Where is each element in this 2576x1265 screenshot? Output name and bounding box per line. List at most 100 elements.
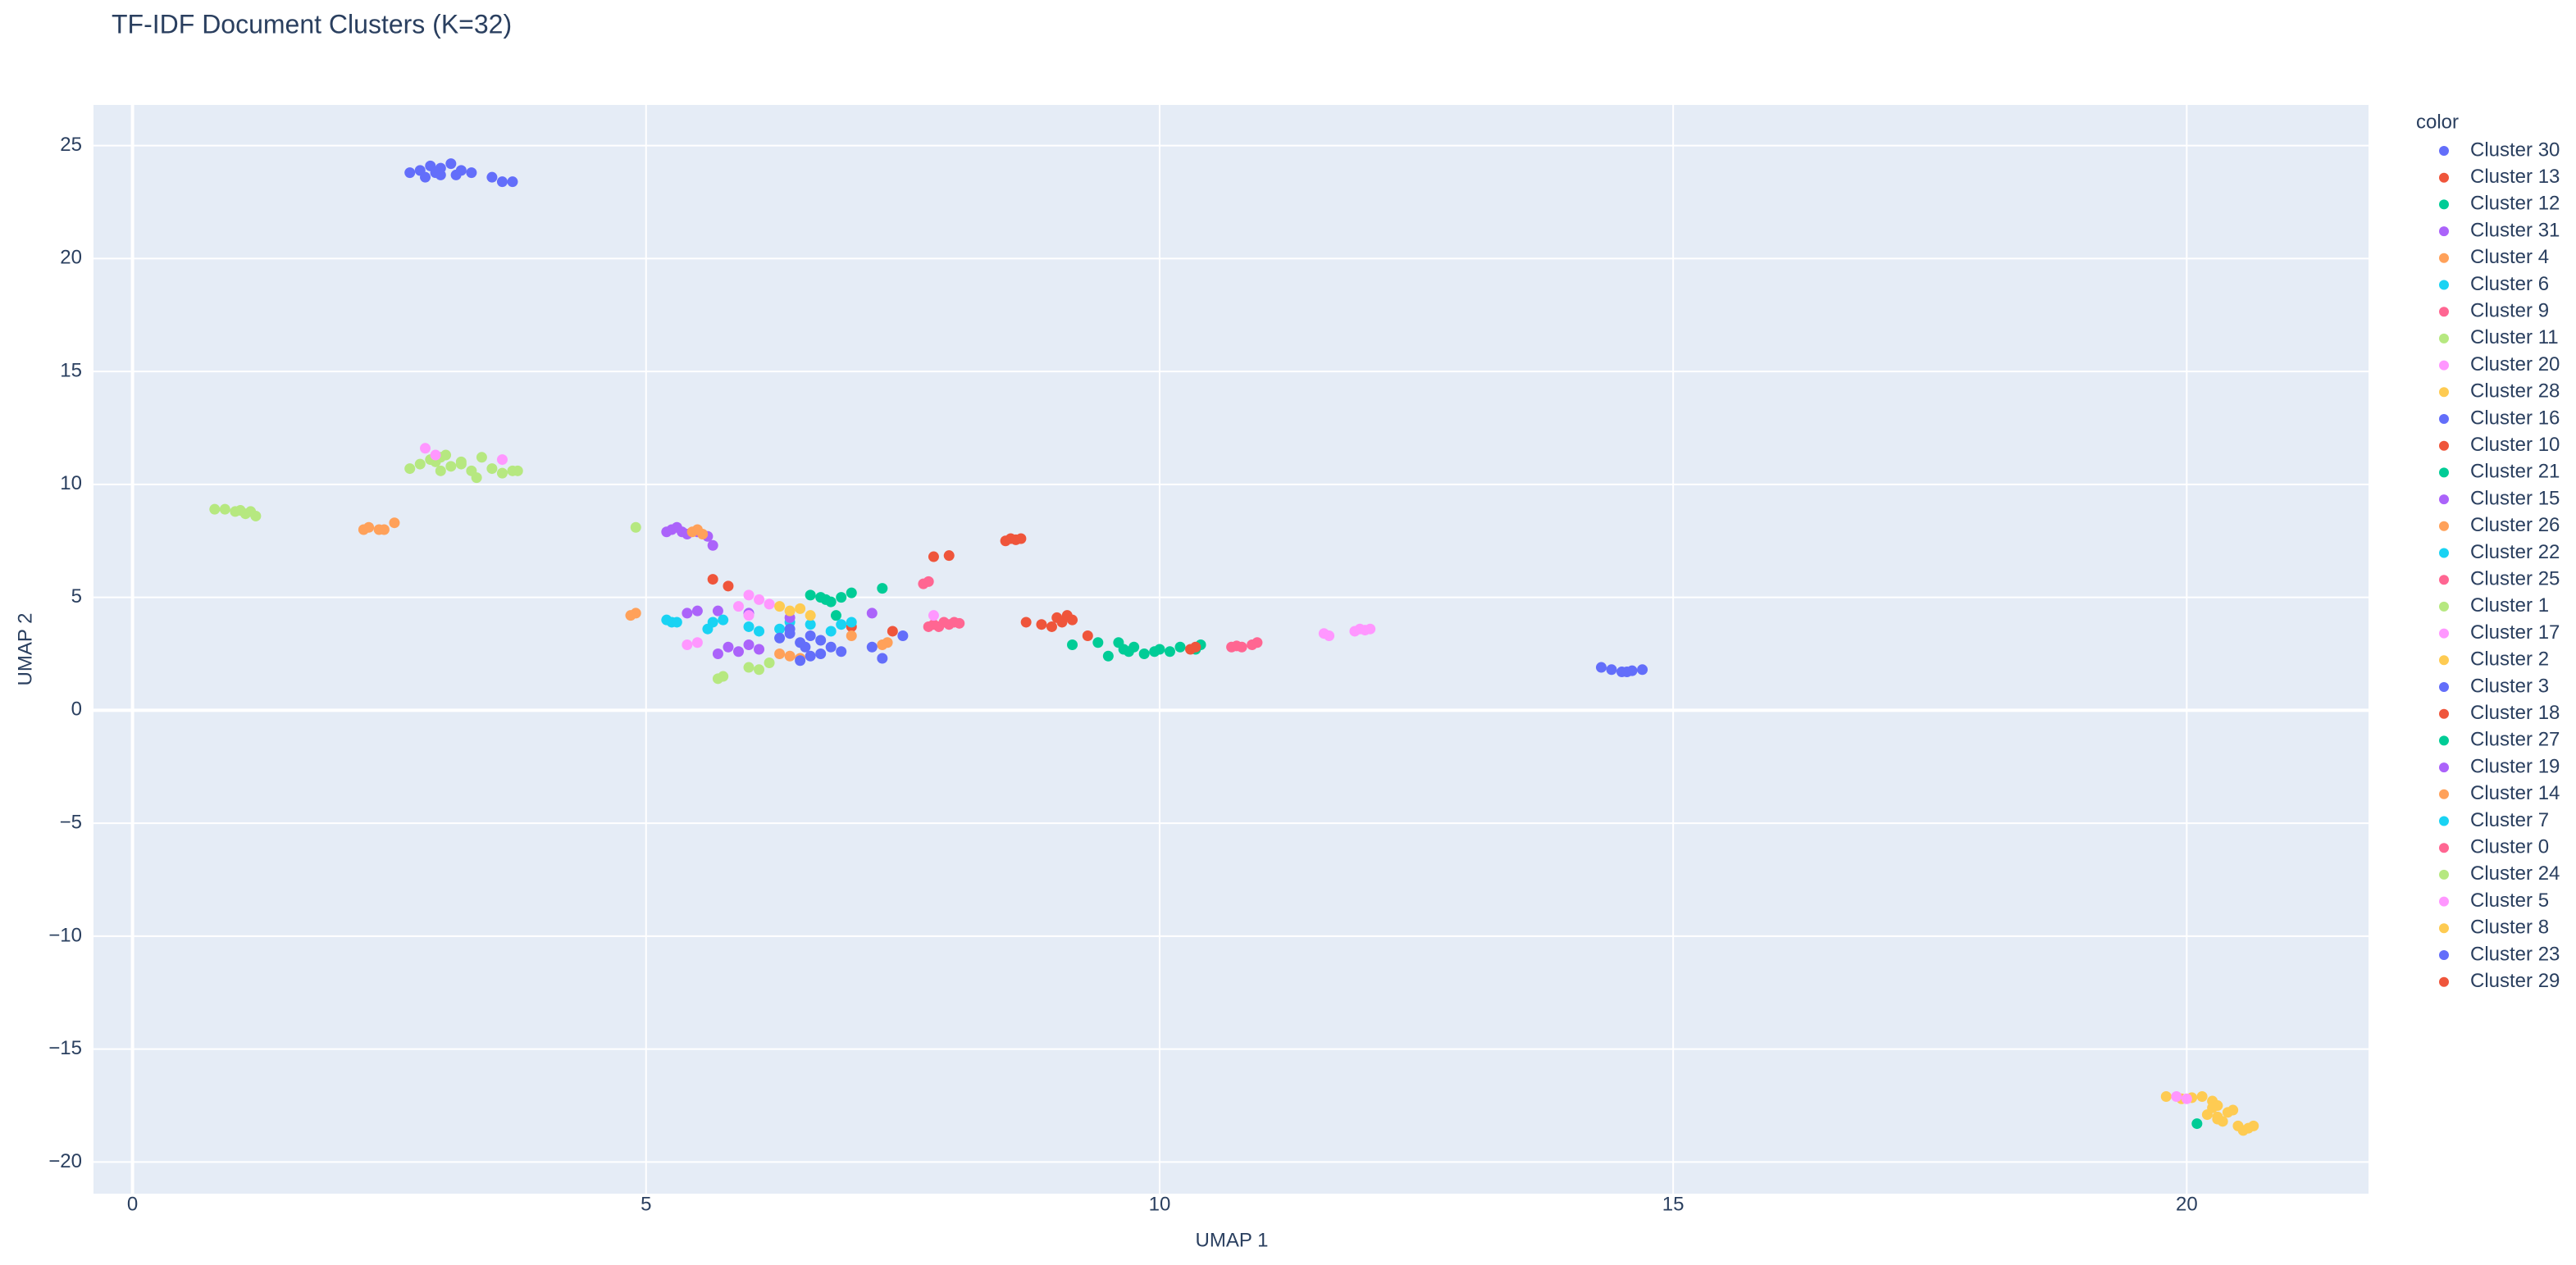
legend-marker	[2439, 199, 2449, 210]
data-point	[723, 580, 734, 592]
data-point	[1324, 630, 1335, 641]
legend-label: Cluster 8	[2470, 917, 2549, 939]
data-point	[866, 607, 878, 619]
data-point	[774, 601, 786, 612]
legend-marker	[2439, 708, 2449, 719]
y-tick-label: −10	[48, 924, 82, 946]
legend-label: Cluster 23	[2470, 943, 2560, 965]
data-point	[671, 617, 682, 628]
data-point	[445, 158, 457, 170]
data-point	[743, 610, 755, 621]
data-point	[707, 574, 718, 585]
data-point	[404, 167, 416, 179]
data-point	[774, 648, 786, 660]
data-point	[825, 641, 837, 653]
data-point	[877, 653, 888, 664]
data-point	[1020, 617, 1032, 628]
data-point	[1365, 623, 1376, 635]
data-point	[923, 621, 934, 632]
data-point	[450, 169, 462, 180]
data-point	[815, 648, 827, 660]
data-point	[805, 619, 816, 630]
data-point	[743, 589, 755, 601]
data-point	[732, 601, 744, 612]
y-tick-label: 20	[60, 247, 82, 269]
data-point	[718, 614, 729, 626]
legend-label: Cluster 1	[2470, 594, 2549, 617]
data-point	[1092, 637, 1104, 648]
y-tick-label: 5	[71, 585, 82, 607]
data-point	[630, 607, 641, 619]
legend-label: Cluster 11	[2470, 326, 2559, 348]
data-point	[250, 510, 262, 521]
data-point	[496, 467, 508, 479]
data-point	[1236, 641, 1247, 653]
data-point	[691, 637, 703, 648]
legend-marker	[2439, 494, 2449, 505]
data-point	[882, 637, 893, 648]
data-point	[784, 650, 796, 662]
data-point	[1174, 641, 1186, 653]
data-point	[496, 176, 508, 188]
data-point	[743, 639, 755, 650]
legend-marker	[2439, 923, 2449, 934]
legend-marker	[2439, 440, 2449, 451]
legend-marker	[2439, 253, 2449, 263]
data-point	[430, 449, 441, 461]
x-tick-label: 5	[641, 1193, 651, 1215]
data-point	[476, 452, 487, 463]
data-point	[846, 617, 857, 628]
data-point	[1036, 619, 1047, 630]
data-point	[1164, 646, 1175, 658]
data-point	[378, 524, 390, 535]
y-tick-label: −5	[60, 811, 82, 833]
legend-label: Cluster 19	[2470, 755, 2560, 777]
data-point	[455, 458, 467, 470]
data-point	[836, 592, 847, 603]
data-point	[219, 503, 230, 515]
data-point	[928, 551, 939, 562]
data-point	[897, 630, 909, 641]
data-point	[846, 587, 857, 598]
data-point	[420, 443, 431, 454]
data-point	[1637, 664, 1648, 676]
legend-marker	[2439, 172, 2449, 183]
data-point	[754, 664, 765, 676]
data-point	[496, 454, 508, 466]
data-point	[486, 171, 498, 183]
data-point	[1102, 650, 1114, 662]
legend-marker	[2439, 682, 2449, 692]
x-tick-label: 10	[1149, 1193, 1171, 1215]
data-point	[805, 650, 816, 662]
data-point	[363, 521, 375, 533]
data-point	[1082, 630, 1093, 641]
legend-marker	[2439, 387, 2449, 398]
data-point	[784, 623, 796, 635]
data-point	[1067, 639, 1078, 650]
legend-label: Cluster 7	[2470, 809, 2549, 831]
legend-label: Cluster 24	[2470, 862, 2560, 885]
data-point	[784, 605, 796, 617]
data-point	[928, 610, 939, 621]
data-point	[732, 646, 744, 658]
data-point	[2207, 1102, 2218, 1113]
legend-label: Cluster 6	[2470, 273, 2549, 295]
data-point	[2212, 1111, 2223, 1122]
legend-marker	[2439, 307, 2449, 317]
legend-marker	[2439, 601, 2449, 612]
y-tick-label: −20	[48, 1150, 82, 1172]
data-point	[2191, 1118, 2203, 1130]
legend-label: Cluster 29	[2470, 970, 2560, 992]
legend-label: Cluster 31	[2470, 219, 2560, 241]
data-point	[836, 646, 847, 658]
legend-label: Cluster 2	[2470, 648, 2549, 671]
legend-label: Cluster 25	[2470, 568, 2560, 590]
legend-marker	[2439, 869, 2449, 880]
data-point	[1190, 641, 1201, 653]
legend-marker	[2439, 950, 2449, 960]
data-point	[743, 662, 755, 673]
legend-label: Cluster 27	[2470, 729, 2560, 751]
data-point	[2160, 1091, 2172, 1103]
data-point	[800, 641, 811, 653]
legend-label: Cluster 30	[2470, 139, 2560, 161]
